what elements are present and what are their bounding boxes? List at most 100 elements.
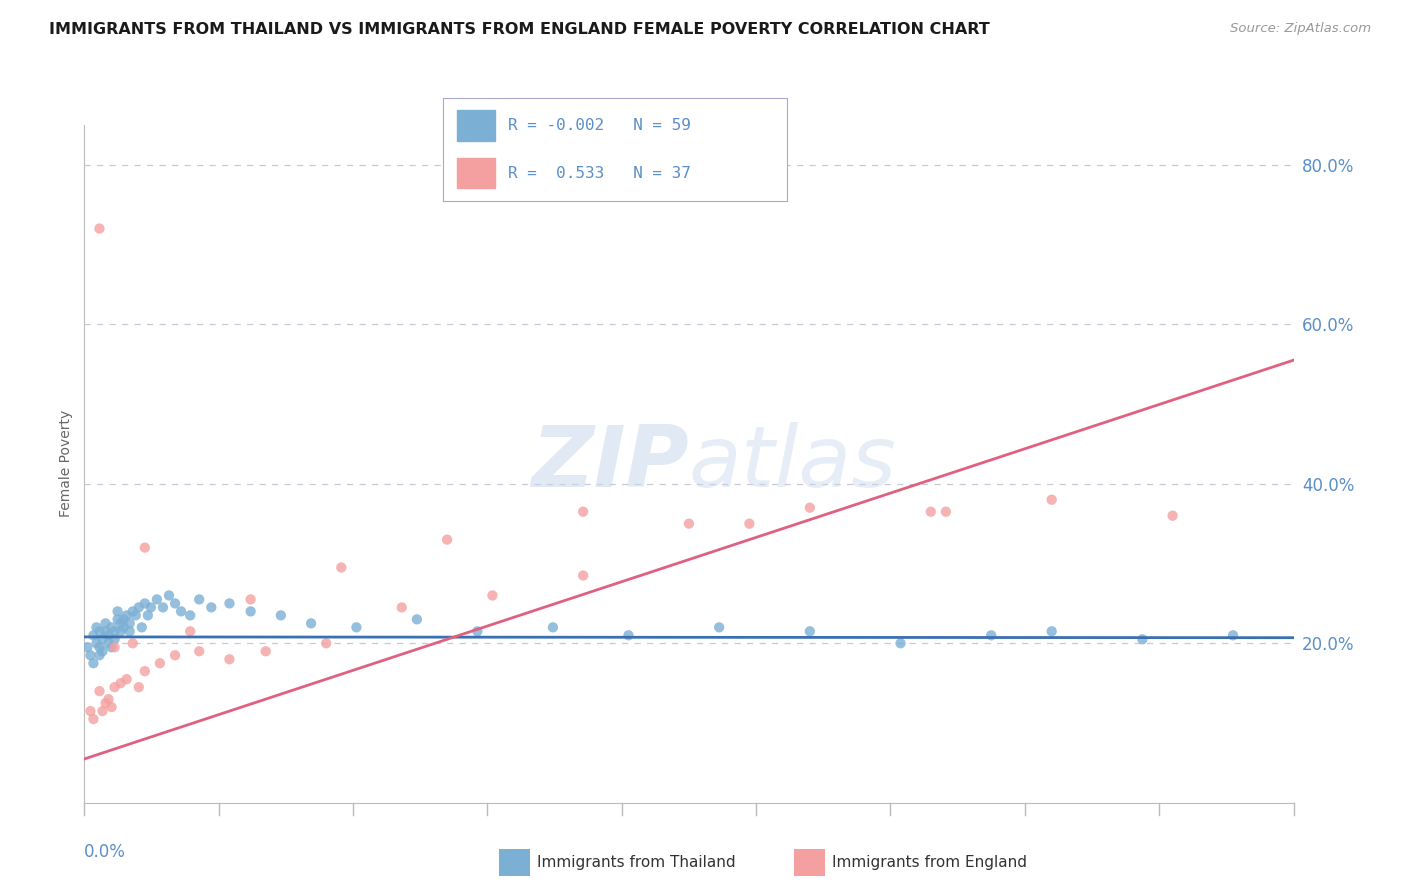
Point bbox=[157, 589, 180, 603]
Text: Source: ZipAtlas.com: Source: ZipAtlas.com bbox=[1230, 22, 1371, 36]
Point bbox=[799, 624, 821, 639]
Point bbox=[110, 676, 132, 690]
Point bbox=[254, 644, 277, 658]
Point bbox=[82, 712, 104, 726]
Point bbox=[100, 700, 122, 714]
Point bbox=[1130, 632, 1153, 647]
Point bbox=[79, 704, 101, 718]
Point bbox=[128, 680, 150, 694]
Point bbox=[107, 612, 129, 626]
Point bbox=[110, 616, 132, 631]
Point bbox=[97, 628, 120, 642]
Text: Immigrants from Thailand: Immigrants from Thailand bbox=[537, 855, 735, 870]
Text: ZIP: ZIP bbox=[531, 422, 689, 506]
Point bbox=[89, 648, 111, 663]
Point bbox=[709, 620, 731, 634]
Point bbox=[179, 624, 201, 639]
Point bbox=[112, 620, 135, 634]
Point bbox=[118, 624, 141, 639]
Point bbox=[97, 636, 120, 650]
Text: IMMIGRANTS FROM THAILAND VS IMMIGRANTS FROM ENGLAND FEMALE POVERTY CORRELATION C: IMMIGRANTS FROM THAILAND VS IMMIGRANTS F… bbox=[49, 22, 990, 37]
Point bbox=[572, 568, 595, 582]
Point bbox=[110, 624, 132, 639]
Point bbox=[82, 657, 104, 671]
Point bbox=[131, 620, 153, 634]
Point bbox=[149, 657, 172, 671]
Point bbox=[980, 628, 1002, 642]
Y-axis label: Female Poverty: Female Poverty bbox=[59, 410, 73, 517]
Point bbox=[91, 644, 114, 658]
Point bbox=[82, 628, 104, 642]
Point bbox=[94, 616, 117, 631]
Point bbox=[94, 624, 117, 639]
Point bbox=[346, 620, 368, 634]
Point bbox=[89, 624, 111, 639]
Point bbox=[1040, 624, 1063, 639]
Point bbox=[152, 600, 174, 615]
Text: atlas: atlas bbox=[689, 422, 897, 506]
Point bbox=[330, 560, 353, 574]
Point bbox=[799, 500, 821, 515]
Point bbox=[104, 680, 127, 694]
Point bbox=[678, 516, 700, 531]
Point bbox=[100, 640, 122, 655]
Point bbox=[89, 221, 111, 235]
Point bbox=[1222, 628, 1244, 642]
Point bbox=[1161, 508, 1184, 523]
Point bbox=[91, 704, 114, 718]
Point bbox=[572, 505, 595, 519]
Point bbox=[100, 620, 122, 634]
Point bbox=[128, 600, 150, 615]
Point bbox=[112, 612, 135, 626]
Point bbox=[104, 640, 127, 655]
Point bbox=[165, 596, 187, 610]
Point bbox=[200, 600, 222, 615]
Point bbox=[179, 608, 201, 623]
Point bbox=[218, 652, 240, 666]
Bar bbox=[457, 111, 495, 141]
Point bbox=[134, 664, 156, 678]
Point bbox=[436, 533, 458, 547]
Point bbox=[91, 632, 114, 647]
Point bbox=[79, 648, 101, 663]
Point bbox=[121, 636, 143, 650]
Point bbox=[391, 600, 413, 615]
Point bbox=[406, 612, 429, 626]
Point bbox=[86, 620, 108, 634]
Point bbox=[115, 672, 138, 686]
Point bbox=[239, 604, 262, 618]
Point bbox=[935, 505, 957, 519]
Point bbox=[86, 636, 108, 650]
Point bbox=[467, 624, 489, 639]
Point bbox=[890, 636, 912, 650]
Point bbox=[139, 600, 162, 615]
Point bbox=[107, 604, 129, 618]
Point bbox=[118, 616, 141, 631]
Point bbox=[104, 632, 127, 647]
Point bbox=[89, 684, 111, 698]
Text: 0.0%: 0.0% bbox=[84, 844, 127, 862]
Point bbox=[541, 620, 564, 634]
Point bbox=[136, 608, 159, 623]
Point bbox=[738, 516, 761, 531]
Point bbox=[270, 608, 292, 623]
Point bbox=[299, 616, 322, 631]
Point bbox=[104, 624, 127, 639]
Point bbox=[920, 505, 942, 519]
Text: Immigrants from England: Immigrants from England bbox=[832, 855, 1028, 870]
Point bbox=[146, 592, 169, 607]
Point bbox=[188, 644, 211, 658]
Point bbox=[481, 589, 503, 603]
Point bbox=[76, 640, 98, 655]
Point bbox=[1040, 492, 1063, 507]
Point bbox=[94, 696, 117, 710]
Point bbox=[170, 604, 193, 618]
Point bbox=[617, 628, 640, 642]
Point bbox=[315, 636, 337, 650]
Text: R = -0.002   N = 59: R = -0.002 N = 59 bbox=[509, 119, 692, 133]
Point bbox=[121, 604, 143, 618]
Point bbox=[165, 648, 187, 663]
Point bbox=[115, 608, 138, 623]
Text: R =  0.533   N = 37: R = 0.533 N = 37 bbox=[509, 166, 692, 180]
Point bbox=[97, 692, 120, 706]
